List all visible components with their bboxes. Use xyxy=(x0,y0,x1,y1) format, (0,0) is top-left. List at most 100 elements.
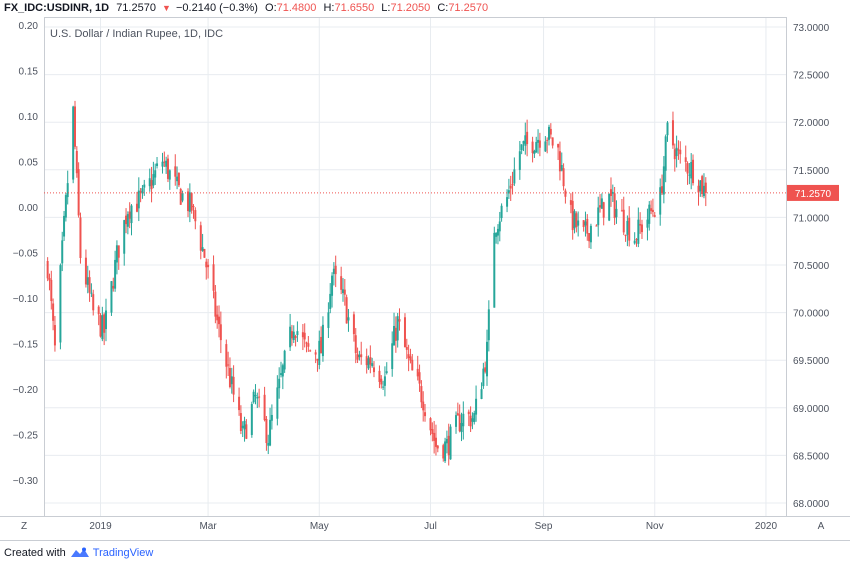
candle xyxy=(360,341,363,365)
candle-body xyxy=(538,140,541,148)
candle xyxy=(378,365,381,389)
candle xyxy=(582,220,585,232)
symbol-name[interactable]: FX_IDC:USDINR, 1D xyxy=(4,2,110,14)
candle-body xyxy=(411,359,414,371)
candle-body xyxy=(137,190,140,209)
right-tick-label: 68.5000 xyxy=(793,451,830,462)
candle-body xyxy=(307,343,310,347)
candle xyxy=(684,145,687,172)
time-axis[interactable]: 2019 Mar May Jul Sep Nov 2020 xyxy=(89,521,777,532)
candle xyxy=(589,223,592,249)
candle xyxy=(84,249,87,288)
candle xyxy=(103,312,106,346)
candle xyxy=(473,410,476,425)
candle xyxy=(110,281,113,316)
candle xyxy=(309,349,312,352)
candle xyxy=(318,330,321,370)
candle-body xyxy=(520,144,523,151)
candle-body xyxy=(635,239,638,241)
candle-body xyxy=(380,378,383,385)
candle-body xyxy=(50,279,53,302)
candle xyxy=(218,305,221,338)
candle-body xyxy=(283,350,286,370)
candle xyxy=(139,187,142,203)
candle-body xyxy=(513,169,516,184)
left-tick-label: −0.25 xyxy=(13,431,39,442)
candle-body xyxy=(48,278,51,281)
right-axis[interactable]: 73.0000 72.5000 72.0000 71.5000 71.0000 70.50… xyxy=(793,23,830,510)
log-scale-toggle[interactable]: A xyxy=(818,521,825,532)
candle xyxy=(228,357,231,389)
candle xyxy=(59,263,62,350)
low-value: 71.2050 xyxy=(390,2,431,14)
x-tick-label: Jul xyxy=(424,521,437,532)
candle-body xyxy=(506,197,509,207)
candle xyxy=(398,308,401,331)
candle xyxy=(245,419,248,440)
candle xyxy=(296,321,299,342)
candle xyxy=(609,177,612,207)
candle-body xyxy=(659,187,662,215)
candle xyxy=(365,348,368,374)
candle xyxy=(104,298,107,342)
candle xyxy=(702,173,705,199)
candle xyxy=(276,375,279,426)
candle xyxy=(444,437,447,463)
candle xyxy=(115,240,118,275)
candle xyxy=(391,331,394,377)
candle xyxy=(500,203,503,222)
candle xyxy=(128,202,131,229)
candle-body xyxy=(544,141,547,152)
candle xyxy=(624,234,627,242)
close-value: 71.2570 xyxy=(448,2,489,14)
candle-body xyxy=(662,166,665,195)
candle xyxy=(549,123,552,139)
candle-body xyxy=(341,289,344,294)
candle xyxy=(608,193,611,222)
right-tick-label: 68.0000 xyxy=(793,499,830,510)
candle-body xyxy=(564,190,567,197)
candle xyxy=(179,187,182,205)
tradingview-link[interactable]: TradingView xyxy=(70,544,154,562)
candle xyxy=(650,200,653,215)
current-price-tag xyxy=(787,184,839,201)
candle-body xyxy=(110,281,113,313)
candle xyxy=(281,363,284,390)
candle xyxy=(314,349,317,364)
candle xyxy=(331,272,334,308)
candle xyxy=(653,211,656,218)
candle-body xyxy=(537,139,540,143)
candle xyxy=(156,157,159,169)
right-tick-label: 69.5000 xyxy=(793,356,830,367)
candle xyxy=(493,226,496,308)
candle xyxy=(256,392,259,408)
candle xyxy=(562,163,565,191)
candle-body xyxy=(92,294,95,311)
candle xyxy=(602,201,605,226)
x-tick-label: Mar xyxy=(199,521,217,532)
candle-body xyxy=(84,257,87,285)
candle-body xyxy=(152,174,155,186)
candle-body xyxy=(66,183,69,198)
candle-body xyxy=(498,221,501,232)
candle xyxy=(416,355,419,381)
candle-body xyxy=(562,168,565,187)
candle-body xyxy=(345,297,348,324)
left-corner-label[interactable]: Z xyxy=(21,521,27,532)
tradingview-brand: TradingView xyxy=(92,547,154,559)
candle-body xyxy=(148,178,151,187)
candle xyxy=(332,262,335,286)
right-tick-label: 71.5000 xyxy=(793,166,830,177)
candle-body xyxy=(493,232,496,308)
candle xyxy=(201,233,204,252)
candle-body xyxy=(622,209,625,233)
left-tick-label: 0.10 xyxy=(19,112,39,123)
candle-body xyxy=(455,415,458,427)
candle-body xyxy=(214,291,217,317)
candle-body xyxy=(462,413,465,427)
candle-body xyxy=(125,215,128,225)
candle-body xyxy=(201,247,204,251)
candle xyxy=(372,361,375,378)
price-chart[interactable]: U.S. Dollar / Indian Rupee, 1D, IDC 0.20… xyxy=(0,0,850,544)
candle-body xyxy=(429,418,432,431)
